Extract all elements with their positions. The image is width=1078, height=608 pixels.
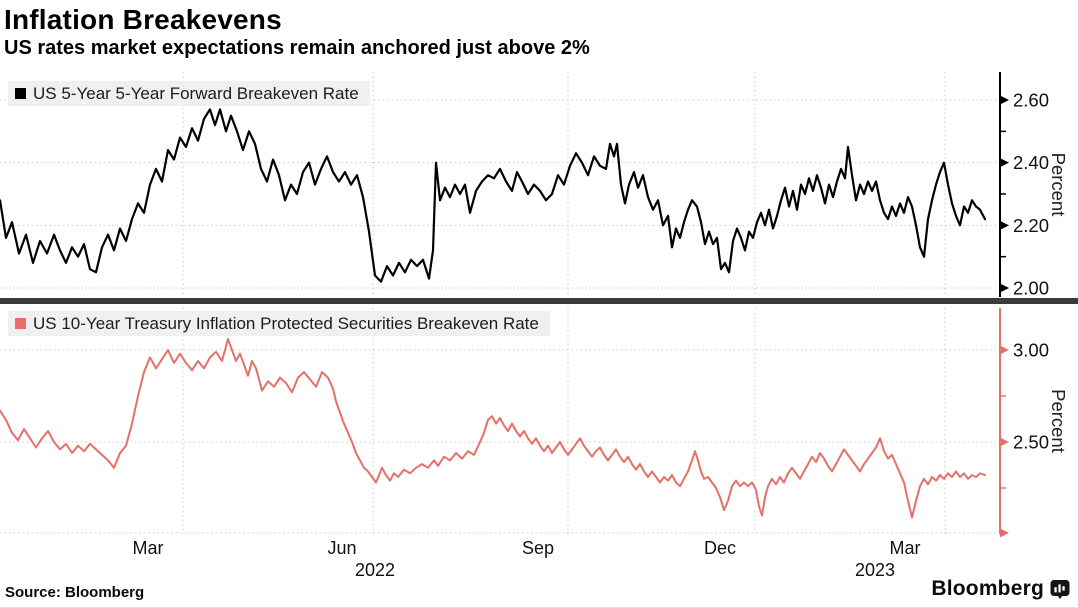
- legend-bottom-panel: US 10-Year Treasury Inflation Protected …: [8, 311, 550, 336]
- panel-divider: [0, 298, 1078, 304]
- source-label: Source: Bloomberg: [5, 584, 145, 601]
- black-series-swatch-icon: [15, 88, 26, 99]
- page-title: Inflation Breakevens: [4, 4, 282, 35]
- y-tick-label-top-0: 2.60: [1013, 90, 1049, 111]
- y-axis-arrow-bottom-0: [1000, 345, 1009, 355]
- y-tick-label-bottom-1: 2.50: [1013, 432, 1049, 453]
- red-series-swatch-icon: [15, 318, 26, 329]
- legend-bottom-label: US 10-Year Treasury Inflation Protected …: [33, 313, 539, 333]
- bloomberg-logo: Bloomberg: [931, 577, 1070, 601]
- y-axis-arrow-bottom-1: [1000, 437, 1009, 447]
- legend-top-label: US 5-Year 5-Year Forward Breakeven Rate: [33, 83, 359, 103]
- year-label-1: 2023: [854, 560, 896, 580]
- y-tick-label-top-1: 2.40: [1013, 152, 1049, 173]
- y-tick-label-bottom-0: 3.00: [1013, 340, 1049, 361]
- bloomberg-logo-text: Bloomberg: [931, 577, 1044, 600]
- y-axis-arrow-bottom-2: [1000, 528, 1009, 538]
- y-axis-title-bottom: Percent: [1048, 389, 1069, 453]
- y-tick-label-top-2: 2.20: [1013, 215, 1049, 236]
- y-axis-arrow-top-0: [1000, 95, 1009, 105]
- legend-top-panel: US 5-Year 5-Year Forward Breakeven Rate: [8, 81, 370, 106]
- series-line-top: [0, 108, 987, 283]
- month-label-1: Jun: [327, 538, 357, 558]
- year-label-0: 2022: [354, 560, 396, 580]
- month-label-3: Dec: [703, 538, 737, 558]
- bloomberg-logo-icon: [1050, 579, 1070, 599]
- y-axis-arrow-top-3: [1000, 283, 1009, 293]
- month-label-2: Sep: [521, 538, 555, 558]
- month-label-4: Mar: [889, 538, 921, 558]
- y-axis-title-top: Percent: [1048, 153, 1069, 217]
- y-axis-arrow-top-1: [1000, 158, 1009, 168]
- month-label-0: Mar: [132, 538, 164, 558]
- y-tick-label-top-3: 2.00: [1013, 278, 1049, 299]
- chart-subtitle: US rates market expectations remain anch…: [4, 37, 590, 59]
- y-axis-arrow-top-2: [1000, 220, 1009, 230]
- series-line-bottom: [0, 338, 986, 519]
